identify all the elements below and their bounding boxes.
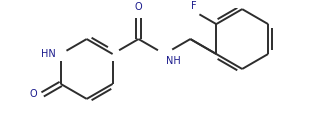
Text: NH: NH bbox=[166, 55, 181, 65]
Text: O: O bbox=[30, 89, 37, 99]
Text: F: F bbox=[191, 1, 196, 11]
Text: HN: HN bbox=[41, 49, 55, 59]
Text: O: O bbox=[135, 2, 142, 12]
